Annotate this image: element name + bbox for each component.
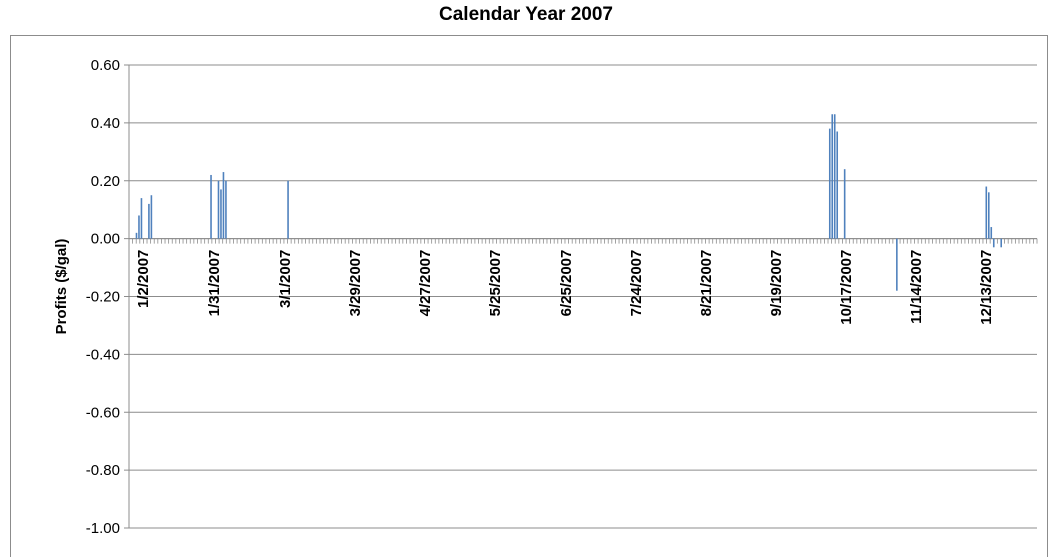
x-tick-label: 11/14/2007 xyxy=(908,250,925,324)
x-tick-label: 3/29/2007 xyxy=(347,250,364,317)
x-tick-label: 8/21/2007 xyxy=(698,250,715,317)
y-tick-label: -0.60 xyxy=(86,404,120,421)
x-tick-label: 4/27/2007 xyxy=(417,250,434,317)
x-tick-label: 1/31/2007 xyxy=(206,250,223,317)
y-tick-label: 0.40 xyxy=(91,115,120,132)
x-tick-label: 6/25/2007 xyxy=(558,250,575,317)
y-tick-label: 0.60 xyxy=(91,57,120,74)
y-axis-label: Profits ($/gal) xyxy=(53,239,70,335)
x-tick-label: 9/19/2007 xyxy=(768,250,785,317)
x-tick-label: 10/17/2007 xyxy=(838,250,855,325)
chart-title: Calendar Year 2007 xyxy=(439,4,613,25)
x-tick-label: 7/24/2007 xyxy=(628,250,645,317)
y-tick-label: 0.00 xyxy=(91,231,120,248)
y-tick-label: -0.80 xyxy=(86,462,120,479)
y-tick-label: -1.00 xyxy=(86,520,120,537)
chart-frame xyxy=(10,35,1048,557)
y-tick-label: 0.20 xyxy=(91,173,120,190)
y-tick-label: -0.20 xyxy=(86,289,120,306)
x-tick-label: 3/1/2007 xyxy=(277,250,294,308)
x-tick-label: 12/13/2007 xyxy=(978,250,995,325)
x-tick-label: 1/2/2007 xyxy=(135,250,152,308)
y-tick-label: -0.40 xyxy=(86,346,120,363)
x-tick-label: 5/25/2007 xyxy=(487,250,504,317)
